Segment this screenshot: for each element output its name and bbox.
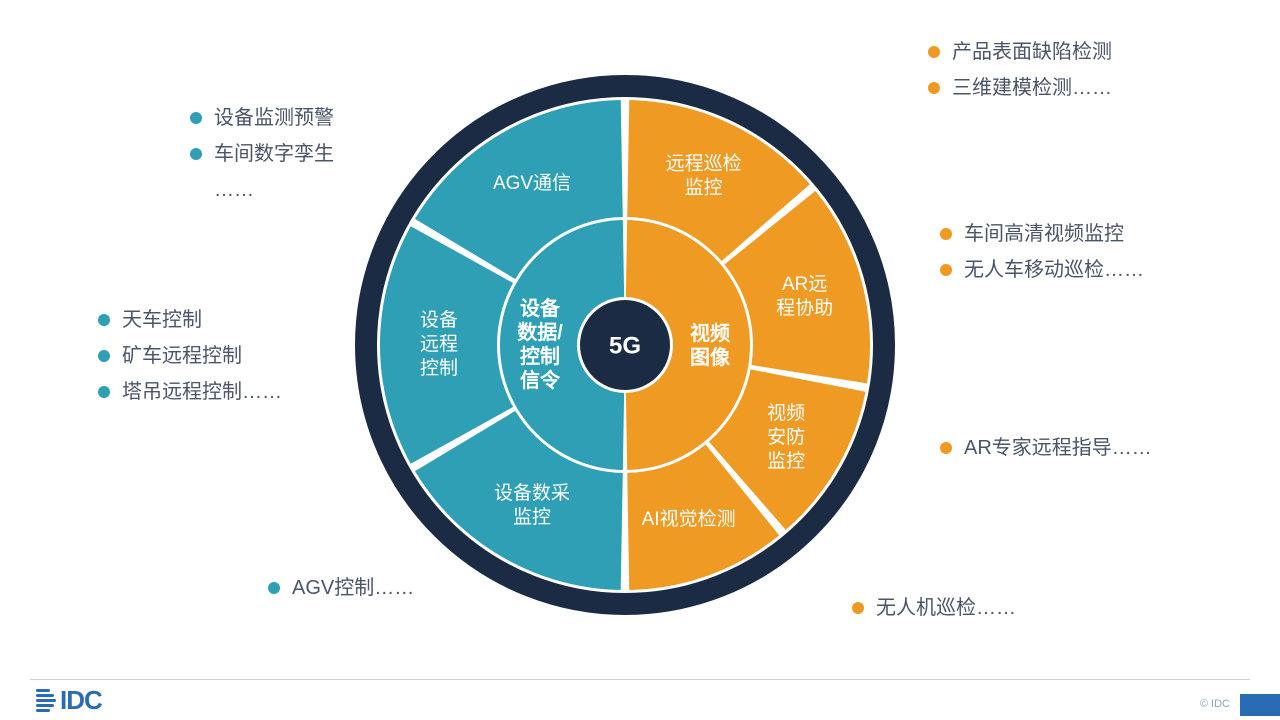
outer-segment-label-2: AGV通信: [493, 172, 571, 194]
copyright-text: © IDC: [1200, 698, 1230, 710]
footer-divider: [30, 679, 1250, 680]
outer-segment-label-5: 视频安防监控: [767, 402, 805, 472]
logo-bars-icon: [36, 689, 56, 712]
outer-segment-label-6: AI视觉检测: [642, 508, 736, 530]
idc-logo: IDC: [36, 685, 102, 716]
radial-diagram-svg: 设备数采监控设备远程控制AGV通信远程巡检监控AR远程协助视频安防监控AI视觉检…: [0, 0, 1280, 720]
center-label: 5G: [609, 332, 641, 359]
outer-segment-label-1: 设备远程控制: [420, 309, 458, 379]
logo-text: IDC: [60, 685, 102, 716]
diagram-stage: 设备数采监控设备远程控制AGV通信远程巡检监控AR远程协助视频安防监控AI视觉检…: [0, 0, 1280, 720]
footer: IDC © IDC: [0, 672, 1280, 720]
corner-accent: [1240, 694, 1280, 716]
